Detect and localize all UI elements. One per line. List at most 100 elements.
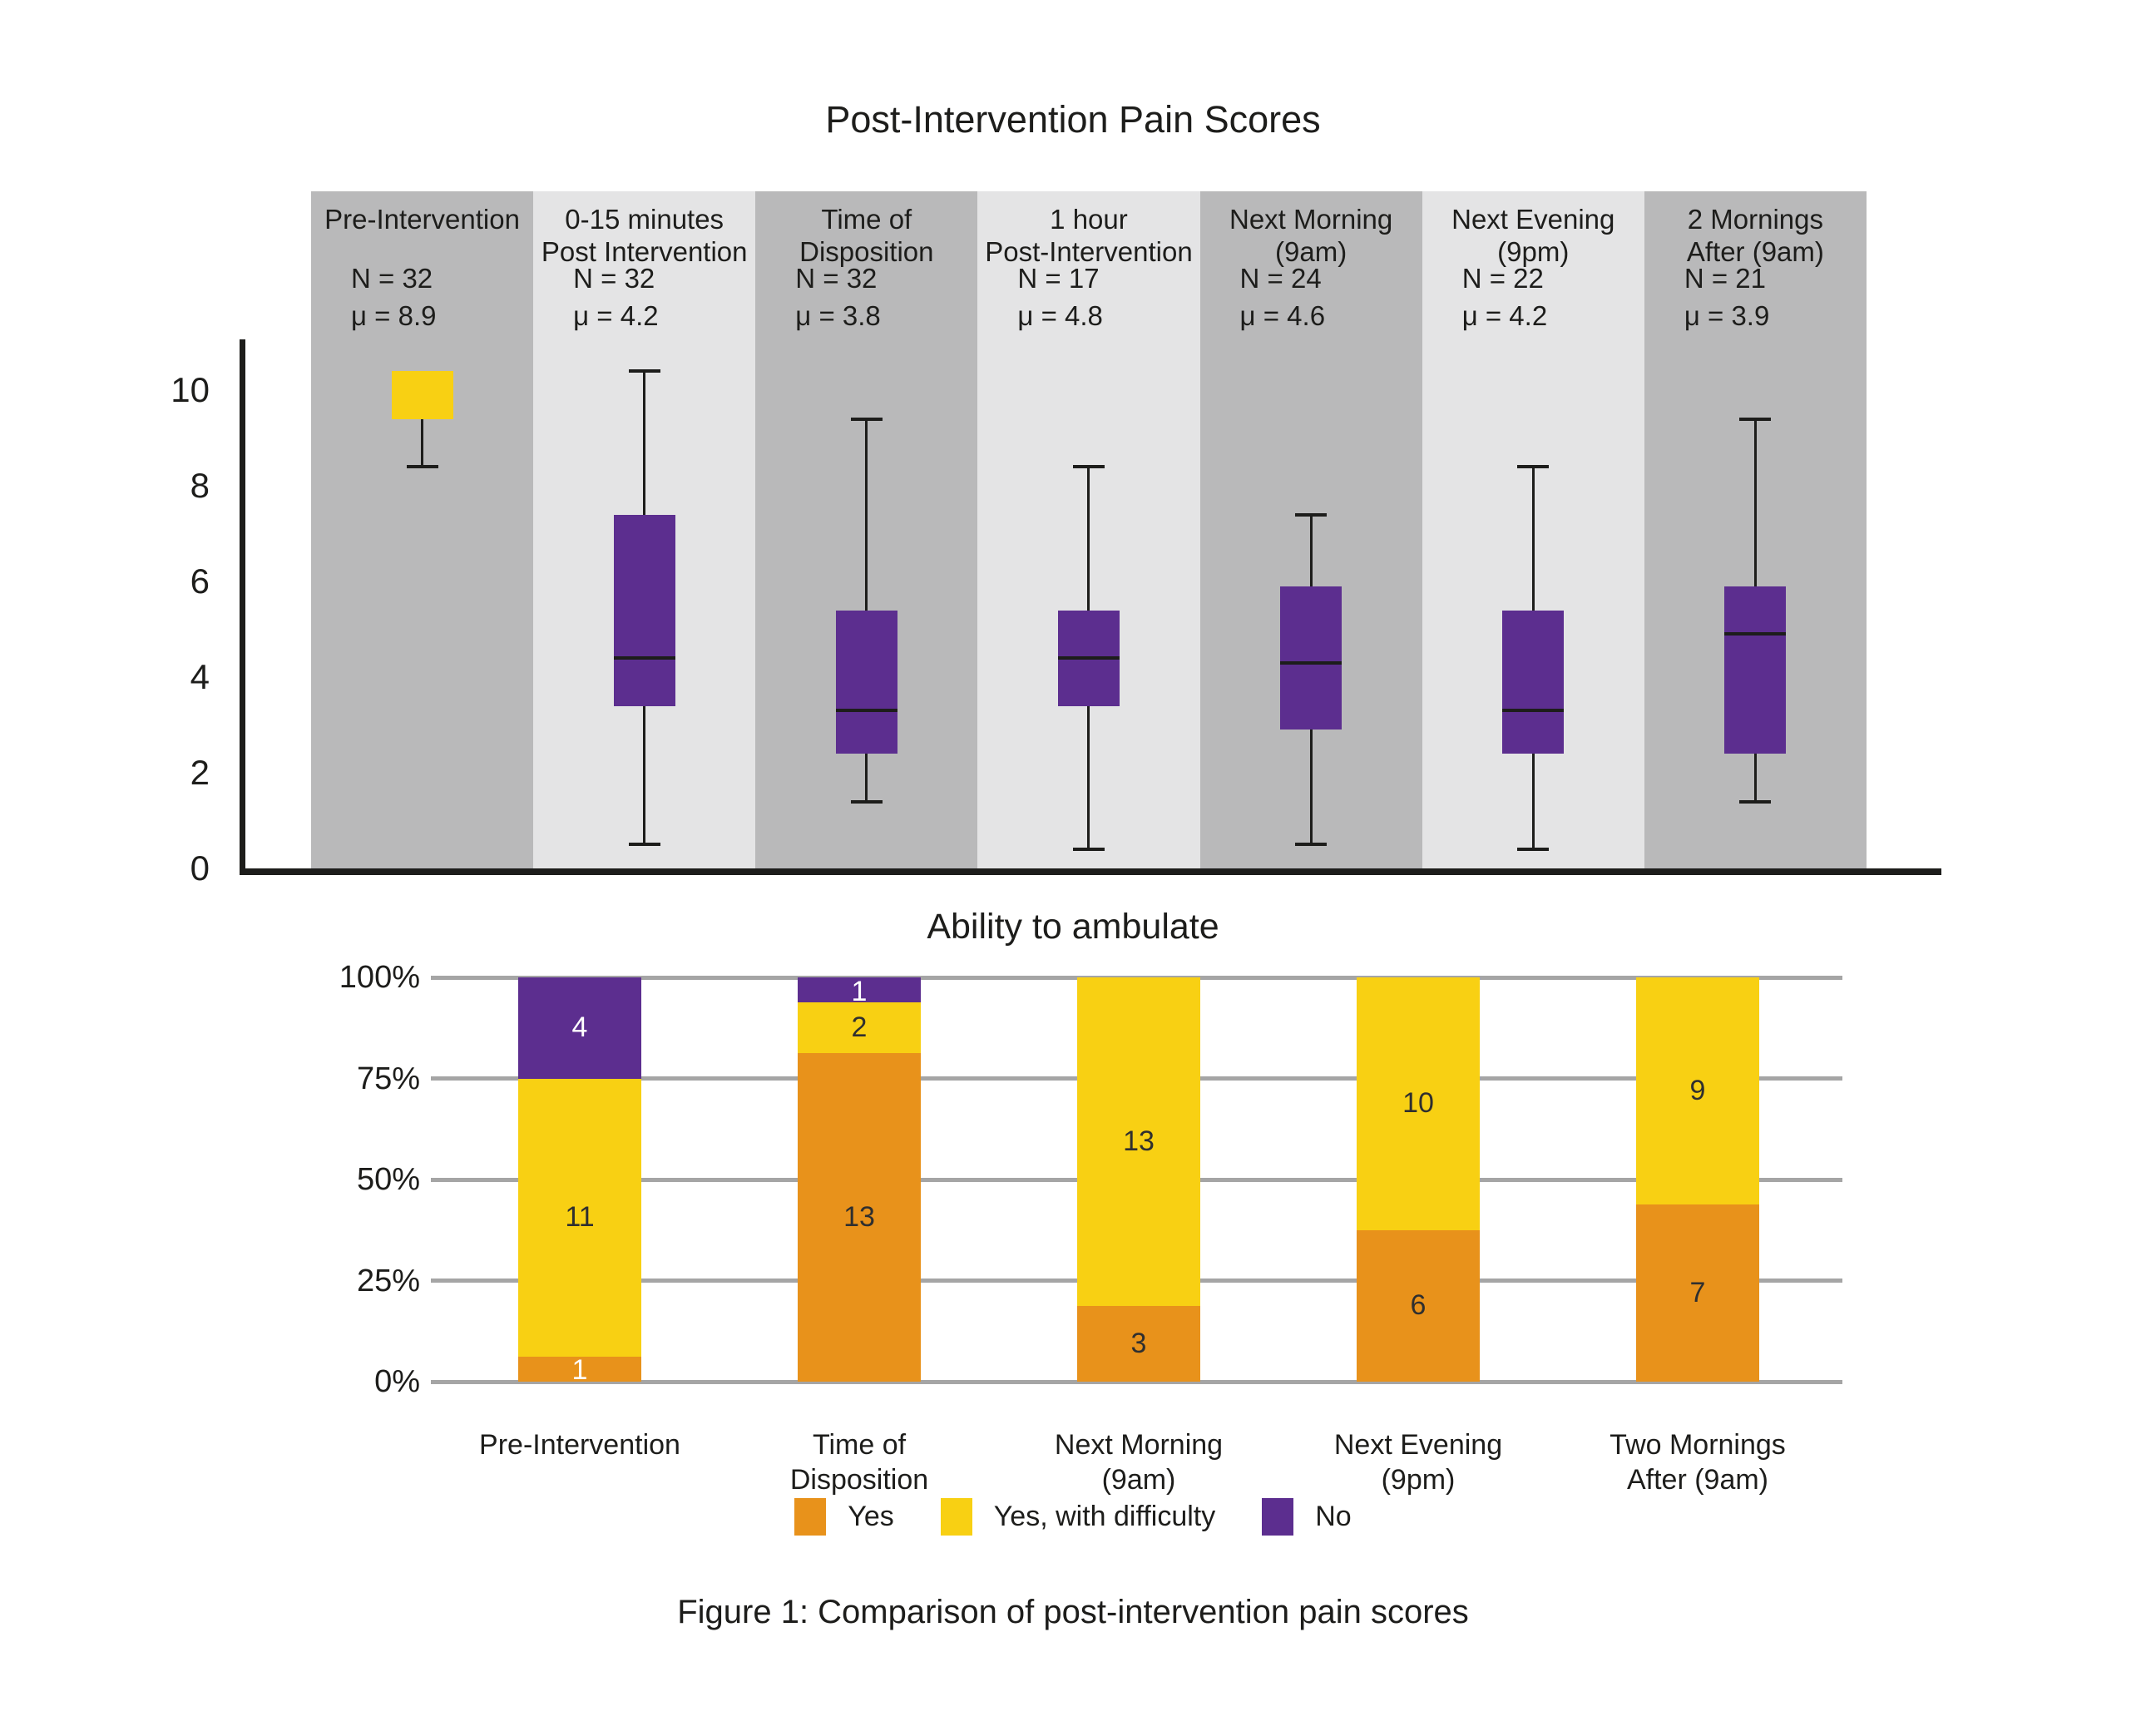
x-axis-label: Next Evening (9pm) bbox=[1285, 1427, 1551, 1497]
column-header-line: Post Intervention bbox=[541, 236, 748, 267]
bar-segment-yes_difficulty bbox=[1357, 977, 1480, 1230]
whisker-lower-line bbox=[421, 418, 424, 467]
y-axis-label: 6 bbox=[190, 561, 210, 601]
whisker-lower-cap bbox=[1739, 799, 1772, 804]
boxplot-box bbox=[1280, 586, 1342, 730]
column-mean-value: μ = 4.2 bbox=[1461, 300, 1548, 331]
whisker-upper-line bbox=[1309, 514, 1313, 586]
column-n-value: N = 21 bbox=[1684, 263, 1766, 294]
whisker-lower-line bbox=[865, 754, 868, 802]
whisker-upper-cap bbox=[850, 417, 883, 421]
whisker-lower-line bbox=[643, 705, 646, 845]
x-axis-label-line: (9pm) bbox=[1381, 1464, 1456, 1496]
legend-swatch-yes_difficulty bbox=[940, 1498, 972, 1536]
whisker-lower-cap bbox=[1517, 848, 1550, 851]
bar-segment-yes_difficulty bbox=[518, 1078, 641, 1357]
x-axis-label-line: Time of bbox=[812, 1429, 907, 1461]
segment-value-label: 6 bbox=[1410, 1289, 1427, 1322]
column-band bbox=[311, 191, 534, 868]
whisker-upper-cap bbox=[1517, 465, 1550, 468]
whisker-upper-cap bbox=[628, 369, 660, 373]
whisker-lower-cap bbox=[1295, 843, 1328, 847]
x-axis-label-line: Two Mornings bbox=[1610, 1429, 1786, 1461]
column-stats: N = 22 μ = 4.2 bbox=[1462, 260, 1644, 334]
x-axis-label: Next Morning (9am) bbox=[1006, 1427, 1272, 1497]
column-header-line: After (9am) bbox=[1686, 236, 1824, 267]
whisker-lower-line bbox=[1531, 754, 1535, 849]
pct-axis-label: 0% bbox=[374, 1364, 420, 1399]
whisker-upper-cap bbox=[1295, 512, 1328, 517]
x-axis-label-line: (9am) bbox=[1101, 1464, 1176, 1496]
column-header-line: Pre-Intervention bbox=[324, 204, 520, 235]
pct-axis-label: 25% bbox=[356, 1263, 420, 1298]
column-header-line: (9am) bbox=[1275, 236, 1347, 267]
whisker-upper-cap bbox=[1739, 417, 1772, 421]
bar-segment-yes bbox=[1636, 1204, 1759, 1382]
whisker-lower-line bbox=[1087, 705, 1090, 849]
column-header: Pre-Intervention bbox=[311, 203, 533, 235]
gridline bbox=[431, 1379, 1842, 1384]
bar-segment-no bbox=[798, 977, 921, 1003]
y-axis-label: 8 bbox=[190, 466, 210, 505]
bar-segment-yes_difficulty bbox=[798, 1002, 921, 1054]
column-stats: N = 32 μ = 8.9 bbox=[351, 260, 533, 334]
whisker-upper-line bbox=[643, 371, 646, 515]
legend-label: Yes, with difficulty bbox=[993, 1501, 1216, 1532]
bar-segment-no bbox=[518, 977, 641, 1079]
whisker-upper-line bbox=[1531, 467, 1535, 611]
boxplot-median-line bbox=[1502, 709, 1565, 713]
column-header-line: Disposition bbox=[799, 236, 934, 267]
y-axis-label: 0 bbox=[190, 848, 210, 888]
y-axis-label: 10 bbox=[171, 370, 210, 409]
pct-axis-label: 50% bbox=[356, 1162, 420, 1197]
y-axis-label: 2 bbox=[190, 753, 210, 792]
segment-value-label: 9 bbox=[1689, 1075, 1706, 1107]
whisker-lower-line bbox=[1309, 730, 1313, 845]
figure-caption: Figure 1: Comparison of post-interventio… bbox=[677, 1594, 1469, 1630]
column-header-line: Time of bbox=[821, 204, 912, 235]
x-axis-label-line: Disposition bbox=[789, 1464, 929, 1496]
legend-item-no: No bbox=[1262, 1498, 1352, 1536]
x-axis-label: Pre-Intervention bbox=[447, 1427, 713, 1462]
legend-item-yes_difficulty: Yes, with difficulty bbox=[940, 1498, 1216, 1536]
column-stats: N = 21 μ = 3.9 bbox=[1684, 260, 1867, 334]
pain-scores-chart-title: Post-Intervention Pain Scores bbox=[825, 98, 1321, 141]
whisker-upper-line bbox=[1087, 467, 1090, 611]
boxplot-median-line bbox=[1280, 660, 1342, 665]
legend-item-yes: Yes bbox=[794, 1498, 894, 1536]
column-mean-value: μ = 3.9 bbox=[1684, 300, 1770, 331]
segment-value-label: 3 bbox=[1130, 1327, 1147, 1359]
column-n-value: N = 22 bbox=[1461, 263, 1544, 294]
y-axis-label: 4 bbox=[190, 657, 210, 696]
segment-value-label: 4 bbox=[571, 1011, 588, 1044]
column-mean-value: μ = 8.9 bbox=[351, 300, 437, 331]
boxplot-box bbox=[613, 514, 675, 706]
boxplot-median-line bbox=[835, 709, 897, 713]
whisker-lower-cap bbox=[850, 799, 883, 804]
column-n-value: N = 17 bbox=[1017, 263, 1100, 294]
segment-value-label: 7 bbox=[1689, 1277, 1706, 1309]
bar-segment-yes bbox=[1357, 1229, 1480, 1382]
column-header-line: 0-15 minutes bbox=[565, 204, 724, 235]
bar-segment-yes bbox=[1077, 1305, 1200, 1382]
segment-value-label: 10 bbox=[1402, 1087, 1434, 1120]
y-axis-line bbox=[240, 339, 245, 875]
segment-value-label: 13 bbox=[1123, 1125, 1155, 1157]
whisker-lower-line bbox=[1753, 754, 1757, 802]
column-header-line: Next Morning bbox=[1229, 204, 1393, 235]
column-header-line: 2 Mornings bbox=[1687, 204, 1824, 235]
segment-value-label: 1 bbox=[851, 975, 868, 1007]
column-header-line: 1 hour bbox=[1050, 204, 1128, 235]
x-axis-line bbox=[240, 868, 1941, 875]
whisker-upper-cap bbox=[1072, 465, 1105, 468]
column-stats: N = 24 μ = 4.6 bbox=[1240, 260, 1422, 334]
ambulate-chart-title: Ability to ambulate bbox=[927, 907, 1219, 947]
column-n-value: N = 32 bbox=[573, 263, 655, 294]
column-header-line: (9pm) bbox=[1497, 236, 1570, 267]
column-header: 2 Mornings After (9am) bbox=[1644, 203, 1867, 268]
whisker-upper-line bbox=[1753, 418, 1757, 586]
column-header: 1 hour Post-Intervention bbox=[977, 203, 1199, 268]
